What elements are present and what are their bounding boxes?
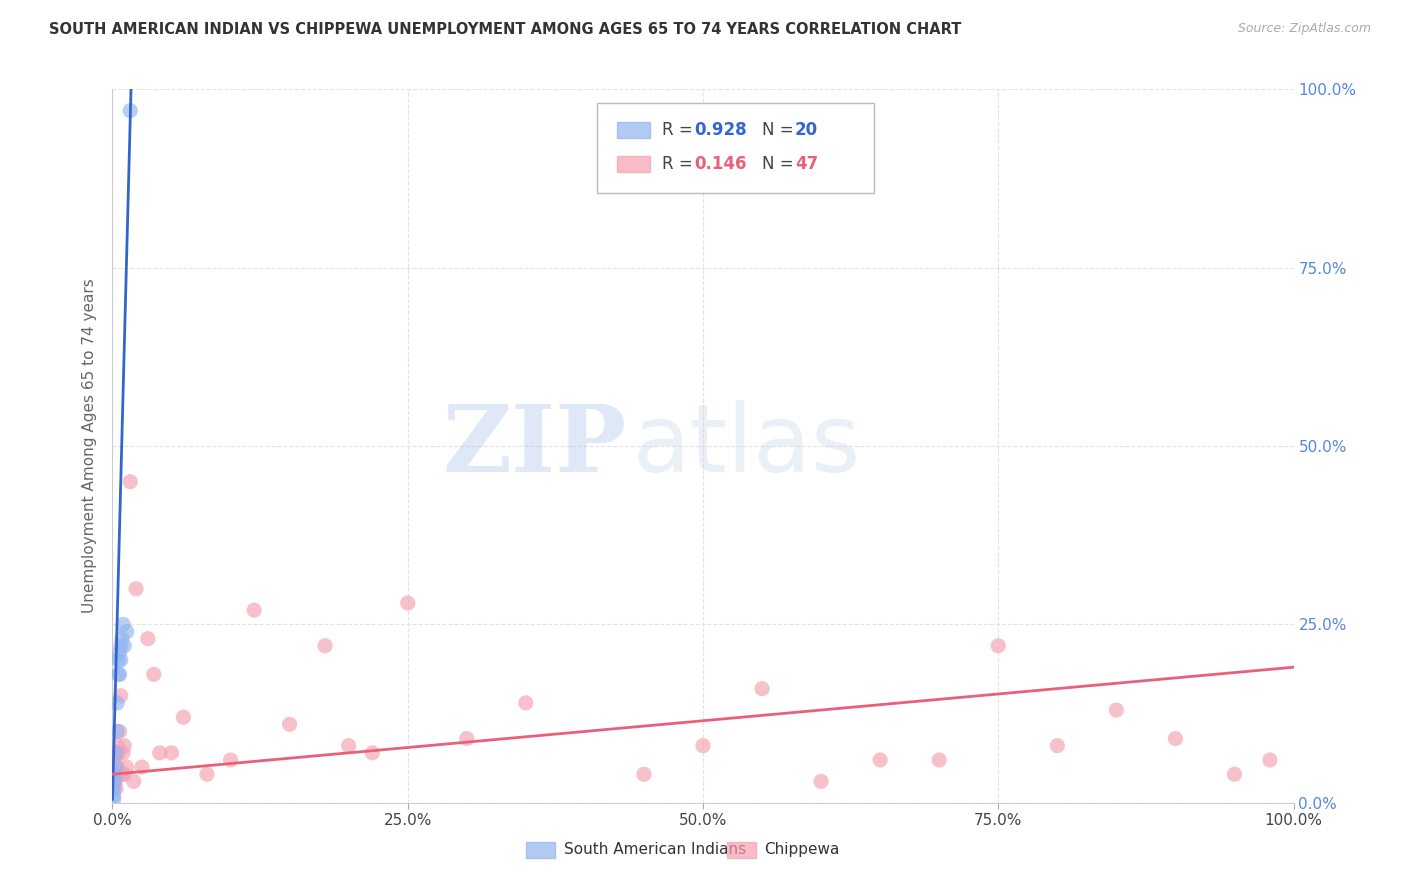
Point [337, 739, 360, 753]
Point [243, 603, 266, 617]
Point [120, 103, 142, 118]
Text: 20: 20 [796, 121, 818, 139]
Point [692, 739, 714, 753]
Point [125, 582, 148, 596]
Point [115, 624, 138, 639]
Point [219, 753, 242, 767]
Point [515, 696, 537, 710]
Point [110, 639, 132, 653]
Point [104, 774, 127, 789]
Point [136, 632, 159, 646]
Point [149, 746, 172, 760]
Point [111, 767, 134, 781]
Point [160, 746, 183, 760]
Bar [526, 842, 555, 858]
Point [456, 731, 478, 746]
Point [1223, 767, 1246, 781]
Bar [617, 122, 650, 137]
Point [131, 760, 153, 774]
Point [1164, 731, 1187, 746]
Point [108, 646, 131, 660]
Point [110, 653, 132, 667]
Point [107, 653, 129, 667]
Point [810, 774, 832, 789]
Text: atlas: atlas [633, 400, 860, 492]
Text: ZIP: ZIP [441, 401, 626, 491]
Bar [727, 842, 756, 858]
Point [107, 667, 129, 681]
Point [103, 789, 125, 803]
Point [142, 667, 165, 681]
Point [115, 760, 138, 774]
Point [1046, 739, 1069, 753]
Point [120, 475, 142, 489]
Text: SOUTH AMERICAN INDIAN VS CHIPPEWA UNEMPLOYMENT AMONG AGES 65 TO 74 YEARS CORRELA: SOUTH AMERICAN INDIAN VS CHIPPEWA UNEMPL… [49, 22, 962, 37]
Text: R =: R = [662, 155, 697, 173]
Text: N =: N = [762, 155, 799, 173]
Point [314, 639, 336, 653]
Point [104, 767, 127, 781]
Point [103, 746, 125, 760]
Point [105, 746, 128, 760]
Point [107, 746, 129, 760]
Point [112, 617, 135, 632]
Text: 47: 47 [796, 155, 818, 173]
Point [928, 753, 950, 767]
Point [104, 753, 127, 767]
Text: Source: ZipAtlas.com: Source: ZipAtlas.com [1237, 22, 1371, 36]
Bar [617, 156, 650, 172]
Point [105, 781, 128, 796]
Text: 0.928: 0.928 [695, 121, 748, 139]
Point [869, 753, 891, 767]
Point [105, 760, 128, 774]
Y-axis label: Unemployment Among Ages 65 to 74 years: Unemployment Among Ages 65 to 74 years [82, 278, 97, 614]
Text: South American Indians: South American Indians [564, 842, 745, 856]
Point [751, 681, 773, 696]
Point [108, 724, 131, 739]
Point [278, 717, 301, 731]
Point [103, 781, 125, 796]
Point [1105, 703, 1128, 717]
Point [105, 760, 128, 774]
Point [103, 792, 125, 806]
FancyBboxPatch shape [596, 103, 875, 193]
Text: Chippewa: Chippewa [765, 842, 839, 856]
Point [112, 639, 135, 653]
Point [633, 767, 655, 781]
Point [111, 632, 134, 646]
Point [987, 639, 1010, 653]
Point [172, 710, 194, 724]
Point [107, 767, 129, 781]
Point [112, 746, 135, 760]
Point [104, 774, 127, 789]
Point [396, 596, 419, 610]
Point [195, 767, 218, 781]
Point [122, 774, 145, 789]
Point [1258, 753, 1281, 767]
Point [108, 667, 131, 681]
Point [361, 746, 384, 760]
Text: 0.146: 0.146 [695, 155, 747, 173]
Point [105, 696, 128, 710]
Point [112, 767, 135, 781]
Point [110, 689, 132, 703]
Point [112, 739, 135, 753]
Point [105, 739, 128, 753]
Point [105, 724, 128, 739]
Text: N =: N = [762, 121, 799, 139]
Text: R =: R = [662, 121, 697, 139]
Point [103, 781, 125, 796]
